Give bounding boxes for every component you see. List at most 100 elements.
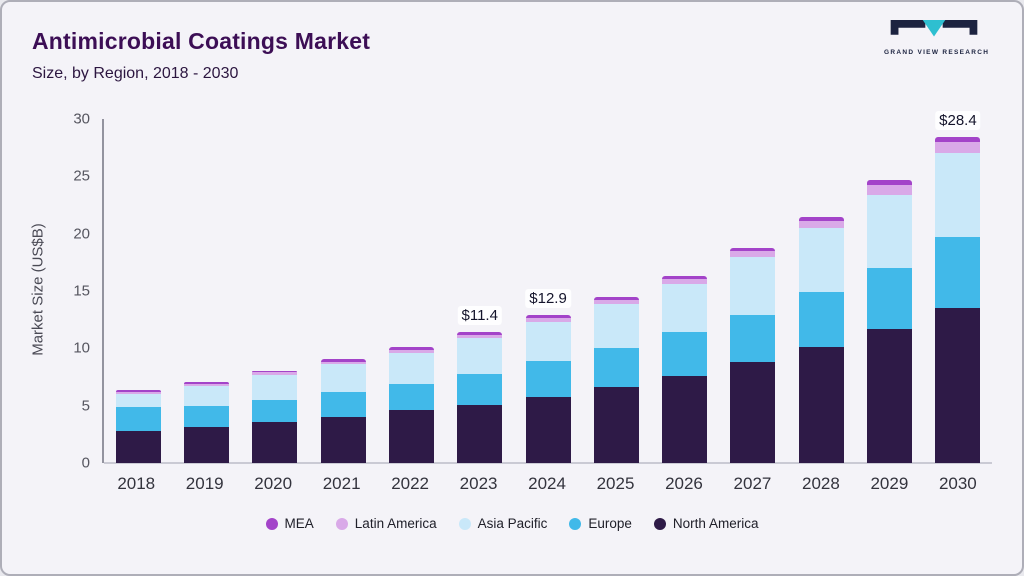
- segment-mea[interactable]: [115, 390, 161, 393]
- bar-stack-2024[interactable]: [525, 119, 571, 463]
- segment-asia-pacific[interactable]: [252, 374, 298, 400]
- segment-north-america[interactable]: [457, 404, 503, 463]
- bar-stack-2022[interactable]: [388, 119, 434, 463]
- segment-north-america[interactable]: [798, 347, 844, 463]
- segment-latin-america[interactable]: [320, 361, 366, 365]
- bar-column-2020: [241, 119, 309, 463]
- segment-north-america[interactable]: [593, 387, 639, 463]
- x-axis-labels: 2018 2019 2020 2021 2022 2023 2024 2025 2026 2027…: [102, 474, 992, 494]
- segment-asia-pacific[interactable]: [662, 284, 708, 333]
- segment-asia-pacific[interactable]: [320, 364, 366, 392]
- segment-asia-pacific[interactable]: [525, 321, 571, 361]
- segment-europe[interactable]: [593, 348, 639, 388]
- segment-latin-america[interactable]: [115, 392, 161, 395]
- segment-asia-pacific[interactable]: [798, 227, 844, 293]
- segment-latin-america[interactable]: [662, 278, 708, 285]
- bar-stack-2029[interactable]: [867, 119, 913, 463]
- segment-europe[interactable]: [115, 406, 161, 431]
- segment-north-america[interactable]: [730, 362, 776, 463]
- segment-north-america[interactable]: [115, 430, 161, 463]
- segment-latin-america[interactable]: [525, 317, 571, 322]
- segment-latin-america[interactable]: [593, 299, 639, 304]
- legend-label-europe: Europe: [588, 516, 632, 531]
- value-label-2030: $28.4: [935, 111, 981, 131]
- segment-europe[interactable]: [183, 405, 229, 428]
- segment-latin-america[interactable]: [252, 372, 298, 375]
- legend-item-europe[interactable]: Europe: [569, 516, 632, 531]
- segment-north-america[interactable]: [867, 328, 913, 463]
- segment-north-america[interactable]: [320, 417, 366, 463]
- legend-item-north-america[interactable]: North America: [653, 516, 758, 531]
- segment-europe[interactable]: [457, 373, 503, 405]
- bar-stack-2020[interactable]: [252, 119, 298, 463]
- legend-item-latin-america[interactable]: Latin America: [335, 516, 437, 531]
- legend-item-mea[interactable]: MEA: [265, 516, 314, 531]
- segment-latin-america[interactable]: [730, 251, 776, 257]
- segment-europe[interactable]: [320, 391, 366, 418]
- bar-stack-2026[interactable]: [662, 119, 708, 463]
- x-axis-line: [104, 462, 992, 464]
- bar-column-2024: $12.9: [514, 119, 582, 463]
- segment-asia-pacific[interactable]: [388, 352, 434, 384]
- segment-north-america[interactable]: [388, 410, 434, 463]
- segment-asia-pacific[interactable]: [183, 386, 229, 406]
- y-tick-label-10: 10: [73, 339, 90, 357]
- bar-stack-2021[interactable]: [320, 119, 366, 463]
- segment-asia-pacific[interactable]: [730, 256, 776, 316]
- x-tick-label-2022: 2022: [391, 474, 430, 493]
- segment-latin-america[interactable]: [388, 349, 434, 353]
- segment-mea[interactable]: [320, 359, 366, 362]
- segment-north-america[interactable]: [662, 375, 708, 463]
- y-tick-label-15: 15: [73, 282, 90, 300]
- segment-mea[interactable]: [252, 370, 298, 373]
- segment-europe[interactable]: [662, 332, 708, 376]
- segment-europe[interactable]: [730, 315, 776, 363]
- segment-latin-america[interactable]: [457, 334, 503, 339]
- bar-stack-2023[interactable]: [457, 119, 503, 463]
- segment-asia-pacific[interactable]: [867, 194, 913, 269]
- segment-asia-pacific[interactable]: [935, 153, 981, 238]
- segment-europe[interactable]: [798, 292, 844, 348]
- segment-north-america[interactable]: [252, 421, 298, 463]
- bar-stack-2028[interactable]: [798, 119, 844, 463]
- x-tick-label-2023: 2023: [459, 474, 498, 493]
- bar-stack-2019[interactable]: [183, 119, 229, 463]
- logo-caption: GRAND VIEW RESEARCH: [884, 49, 990, 56]
- legend-label-latin-america: Latin America: [354, 516, 437, 531]
- segment-latin-america[interactable]: [183, 383, 229, 387]
- bar-stack-2025[interactable]: [593, 119, 639, 463]
- legend-dot-europe: [569, 517, 582, 530]
- segment-europe[interactable]: [388, 383, 434, 411]
- segment-mea[interactable]: [525, 315, 571, 318]
- segment-mea[interactable]: [457, 332, 503, 335]
- segment-mea[interactable]: [662, 275, 708, 279]
- segment-mea[interactable]: [798, 217, 844, 222]
- segment-north-america[interactable]: [935, 308, 981, 463]
- segment-mea[interactable]: [730, 248, 776, 252]
- segment-north-america[interactable]: [183, 427, 229, 463]
- segment-asia-pacific[interactable]: [593, 303, 639, 349]
- x-tick-label-2028: 2028: [802, 474, 840, 493]
- segment-latin-america[interactable]: [798, 221, 844, 228]
- y-tick-label-20: 20: [73, 225, 90, 243]
- value-label-2023: $11.4: [457, 306, 502, 326]
- bar-stack-2030[interactable]: [935, 119, 981, 463]
- bar-stack-2027[interactable]: [730, 119, 776, 463]
- bar-stack-2018[interactable]: [115, 119, 161, 463]
- segment-mea[interactable]: [593, 296, 639, 300]
- segment-europe[interactable]: [252, 399, 298, 422]
- segment-asia-pacific[interactable]: [115, 394, 161, 407]
- legend-item-asia-pacific[interactable]: Asia Pacific: [458, 516, 547, 531]
- segment-mea[interactable]: [867, 180, 913, 185]
- bar-column-2023: $11.4: [446, 119, 514, 463]
- segment-mea[interactable]: [183, 382, 229, 384]
- segment-asia-pacific[interactable]: [457, 338, 503, 374]
- segment-latin-america[interactable]: [867, 184, 913, 195]
- segment-mea[interactable]: [388, 347, 434, 350]
- segment-europe[interactable]: [867, 268, 913, 329]
- segment-europe[interactable]: [525, 360, 571, 397]
- segment-mea[interactable]: [935, 137, 981, 142]
- segment-north-america[interactable]: [525, 396, 571, 463]
- segment-europe[interactable]: [935, 237, 981, 309]
- segment-latin-america[interactable]: [935, 141, 981, 154]
